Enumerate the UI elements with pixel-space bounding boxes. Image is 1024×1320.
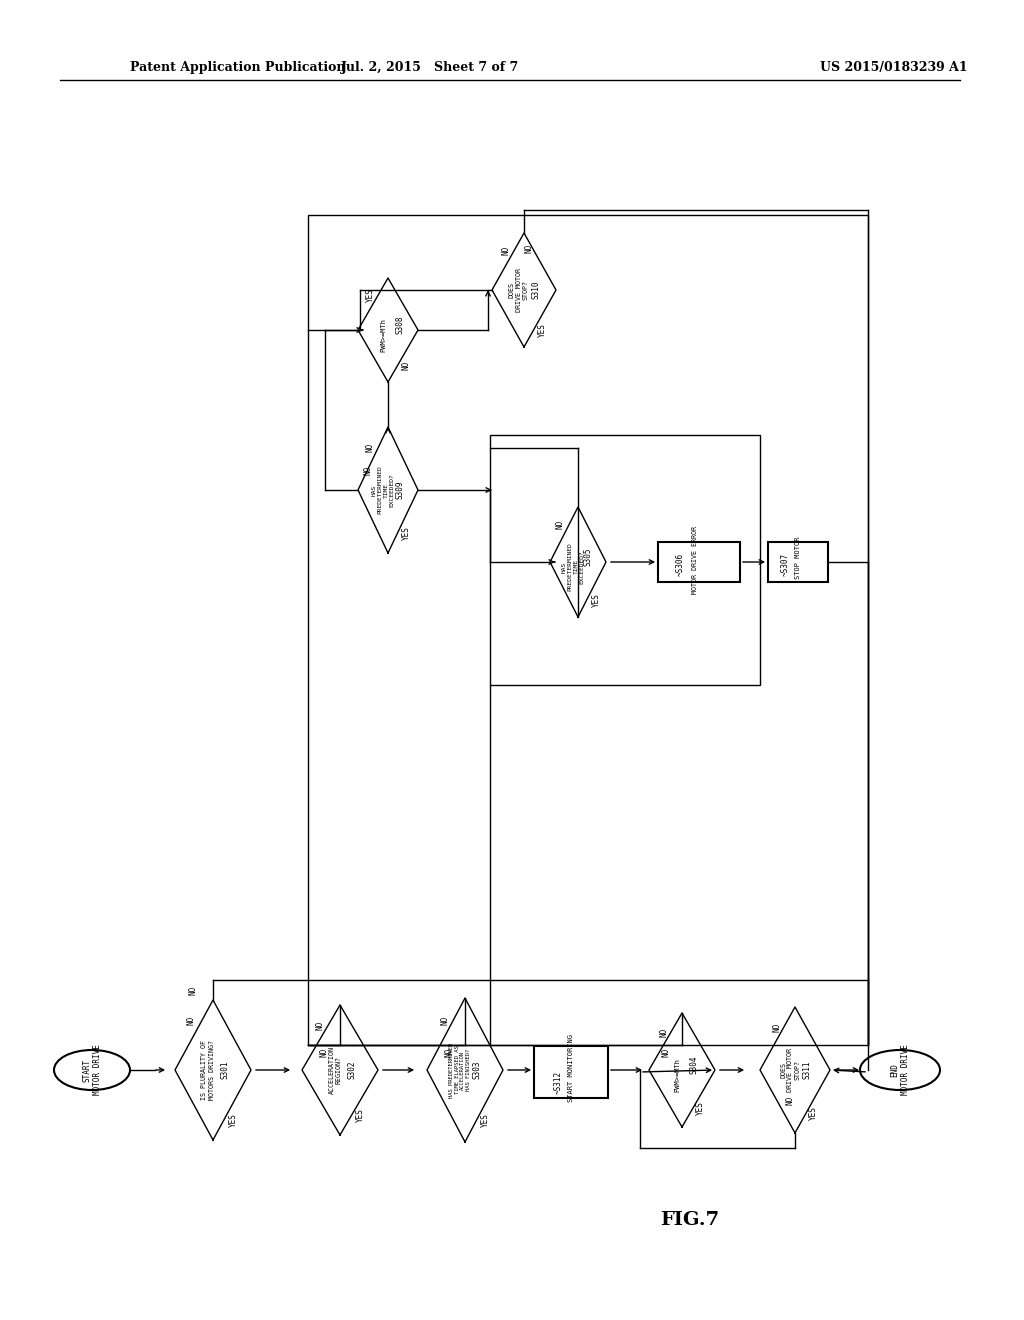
Bar bbox=[534, 1045, 608, 1098]
Text: IS PLURALITY OF
MOTORS DRIVING?: IS PLURALITY OF MOTORS DRIVING? bbox=[202, 1040, 214, 1100]
Text: HAS PREDETERMINED
TIME ELAPSED AS
ACCELERATION
HAS FINISHED?: HAS PREDETERMINED TIME ELAPSED AS ACCELE… bbox=[449, 1043, 471, 1098]
Text: Jul. 2, 2015   Sheet 7 of 7: Jul. 2, 2015 Sheet 7 of 7 bbox=[341, 62, 519, 74]
Text: FIG.7: FIG.7 bbox=[660, 1210, 719, 1229]
Text: YES: YES bbox=[228, 1113, 238, 1127]
Text: START MONITORING: START MONITORING bbox=[568, 1034, 574, 1102]
Text: NO: NO bbox=[659, 1027, 669, 1036]
Text: S309: S309 bbox=[395, 480, 404, 499]
Text: S302: S302 bbox=[347, 1061, 356, 1080]
Text: NO: NO bbox=[524, 243, 534, 252]
Bar bbox=[308, 215, 868, 1045]
Text: DOES
DRIVE MOTOR
STOP?: DOES DRIVE MOTOR STOP? bbox=[509, 268, 529, 312]
Text: S305: S305 bbox=[584, 548, 593, 566]
Text: HAS
PREDETERMINED
TIME
EXCEEDED?: HAS PREDETERMINED TIME EXCEEDED? bbox=[562, 543, 585, 591]
Text: NO: NO bbox=[662, 1047, 671, 1056]
Text: Patent Application Publication: Patent Application Publication bbox=[130, 62, 345, 74]
Text: NO: NO bbox=[319, 1047, 329, 1056]
Text: S310: S310 bbox=[531, 281, 541, 300]
Text: NO: NO bbox=[366, 442, 375, 451]
Text: YES: YES bbox=[366, 288, 375, 302]
Text: YES: YES bbox=[355, 1107, 365, 1122]
Ellipse shape bbox=[860, 1049, 940, 1090]
Text: S304: S304 bbox=[689, 1056, 698, 1074]
Text: YES: YES bbox=[695, 1101, 705, 1115]
Text: YES: YES bbox=[401, 527, 411, 540]
Ellipse shape bbox=[54, 1049, 130, 1090]
Bar bbox=[490, 436, 760, 685]
Text: NO: NO bbox=[364, 466, 373, 475]
Text: S303: S303 bbox=[472, 1061, 481, 1080]
Text: S311: S311 bbox=[803, 1061, 811, 1080]
Text: PWM>=MTh: PWM>=MTh bbox=[380, 318, 386, 352]
Text: ~S306: ~S306 bbox=[676, 553, 684, 576]
Text: NO: NO bbox=[785, 1096, 795, 1105]
Text: END
MOTOR DRIVE: END MOTOR DRIVE bbox=[890, 1044, 909, 1096]
Text: NO: NO bbox=[315, 1020, 325, 1030]
Bar bbox=[768, 543, 828, 582]
Text: START
MOTOR DRIVE: START MOTOR DRIVE bbox=[82, 1044, 101, 1096]
Text: NO: NO bbox=[772, 1023, 781, 1032]
Text: NO: NO bbox=[186, 1015, 196, 1024]
Text: DOES
DRIVE MOTOR
STOP?: DOES DRIVE MOTOR STOP? bbox=[780, 1048, 800, 1092]
Text: HAS
PREDETERMINED
TIME
EXCEEDED?: HAS PREDETERMINED TIME EXCEEDED? bbox=[372, 466, 394, 515]
Text: NO: NO bbox=[555, 519, 564, 528]
Text: ACCELERATION
REGION?: ACCELERATION REGION? bbox=[329, 1045, 341, 1094]
Text: NO: NO bbox=[444, 1047, 454, 1056]
Text: YES: YES bbox=[480, 1113, 489, 1127]
Bar bbox=[658, 543, 740, 582]
Text: YES: YES bbox=[592, 593, 600, 607]
Text: MOTOR DRIVE ERROR: MOTOR DRIVE ERROR bbox=[692, 525, 698, 594]
Text: NO: NO bbox=[188, 985, 198, 995]
Text: S308: S308 bbox=[395, 315, 404, 334]
Text: NO: NO bbox=[502, 246, 511, 255]
Text: YES: YES bbox=[809, 1106, 817, 1119]
Text: STOP MOTOR: STOP MOTOR bbox=[795, 537, 801, 579]
Text: S301: S301 bbox=[220, 1061, 229, 1080]
Text: US 2015/0183239 A1: US 2015/0183239 A1 bbox=[820, 62, 968, 74]
Text: NO: NO bbox=[401, 360, 411, 370]
Text: YES: YES bbox=[538, 323, 547, 337]
Text: ~S312: ~S312 bbox=[554, 1071, 562, 1093]
Text: ~S307: ~S307 bbox=[780, 553, 790, 576]
Text: NO: NO bbox=[440, 1015, 450, 1024]
Text: PWM>=MTh: PWM>=MTh bbox=[674, 1059, 680, 1092]
